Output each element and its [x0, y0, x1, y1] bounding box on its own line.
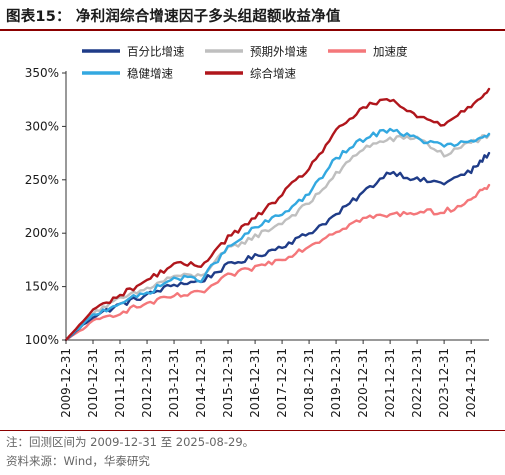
figure-header: 图表15： 净利润综合增速因子多头组超额收益净值 [0, 0, 505, 30]
x-tick-label: 2019-12-31 [329, 348, 343, 418]
source-note: 资料来源：Wind，华泰研究 [6, 453, 150, 469]
x-axis-ticks: 2009-12-31 2010-12-31 2011-12-31 2012-12-31… [59, 340, 478, 418]
x-tick-label: 2013-12-31 [167, 348, 181, 418]
footer-rule [0, 430, 505, 431]
y-tick-label: 100% [25, 333, 59, 347]
x-tick-label: 2023-12-31 [437, 348, 451, 418]
figure-title: 图表15： 净利润综合增速因子多头组超额收益净值 [6, 5, 341, 26]
y-tick-label: 200% [25, 226, 59, 240]
x-tick-label: 2017-12-31 [275, 348, 289, 418]
x-tick-label: 2011-12-31 [113, 348, 127, 418]
title-rule [0, 29, 505, 31]
legend-label-2: 加速度 [373, 45, 408, 59]
line-chart: 100% 150% 200% 250% 300% 350% 2009-12-31 2010-… [0, 32, 505, 430]
x-tick-label: 2020-12-31 [356, 348, 370, 418]
x-tick-label: 2009-12-31 [59, 348, 73, 418]
y-axis-ticks: 100% 150% 200% 250% 300% 350% [25, 66, 66, 347]
legend-label-0: 百分比增速 [127, 45, 185, 59]
y-tick-label: 250% [25, 173, 59, 187]
legend-label-3: 稳健增速 [127, 67, 173, 81]
x-tick-label: 2018-12-31 [302, 348, 316, 418]
x-tick-label: 2012-12-31 [140, 348, 154, 418]
legend-label-4: 综合增速 [250, 67, 296, 81]
series-line-0 [66, 153, 489, 340]
x-tick-label: 2014-12-31 [194, 348, 208, 418]
x-tick-label: 2021-12-31 [383, 348, 397, 418]
x-tick-label: 2016-12-31 [248, 348, 262, 418]
x-tick-label: 2022-12-31 [410, 348, 424, 418]
x-tick-label: 2024-12-31 [464, 348, 478, 418]
x-tick-label: 2010-12-31 [86, 348, 100, 418]
series-lines [66, 89, 489, 340]
x-tick-label: 2015-12-31 [221, 348, 235, 418]
backtest-period-note: 注：回测区间为 2009-12-31 至 2025-08-29。 [6, 434, 254, 450]
y-tick-label: 300% [25, 119, 59, 133]
y-tick-label: 350% [25, 66, 59, 80]
series-line-2 [66, 185, 489, 340]
y-tick-label: 150% [25, 280, 59, 294]
legend-label-1: 预期外增速 [250, 45, 308, 59]
